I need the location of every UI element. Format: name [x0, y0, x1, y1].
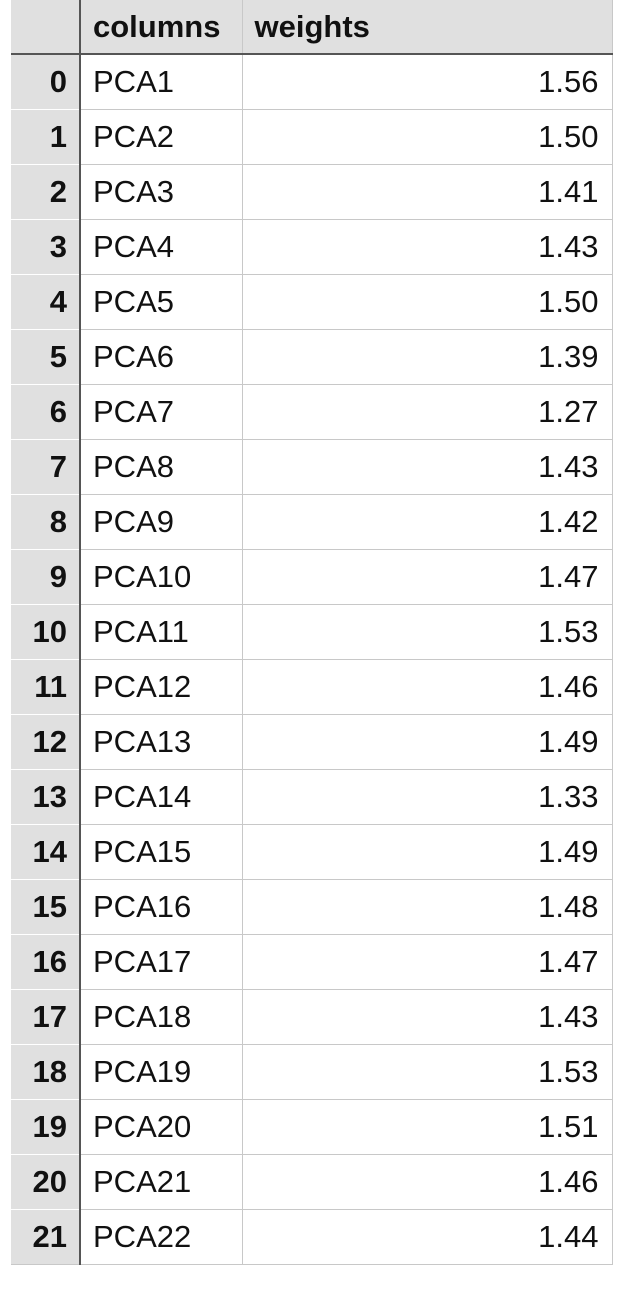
- table-row: 16 PCA17 1.47: [11, 934, 613, 990]
- row-index: 6: [11, 384, 81, 440]
- column-name-cell: PCA13: [80, 714, 243, 770]
- row-index: 13: [11, 769, 81, 825]
- row-index: 5: [11, 329, 81, 385]
- weight-cell: 1.53: [242, 1044, 613, 1100]
- table-row: 18 PCA19 1.53: [11, 1044, 613, 1100]
- table-row: 15 PCA16 1.48: [11, 879, 613, 935]
- table-row: 4 PCA5 1.50: [11, 274, 613, 330]
- column-name-cell: PCA22: [80, 1209, 243, 1265]
- table-row: 12 PCA13 1.49: [11, 714, 613, 770]
- row-index: 14: [11, 824, 81, 880]
- row-index: 19: [11, 1099, 81, 1155]
- column-name-cell: PCA7: [80, 384, 243, 440]
- table-row: 21 PCA22 1.44: [11, 1209, 613, 1265]
- row-index: 4: [11, 274, 81, 330]
- weight-cell: 1.49: [242, 714, 613, 770]
- weight-cell: 1.44: [242, 1209, 613, 1265]
- dataframe-table: columns weights 0 PCA1 1.56 1 PCA2 1.50 2 PCA…: [11, 0, 613, 1265]
- row-index: 3: [11, 219, 81, 275]
- weight-cell: 1.27: [242, 384, 613, 440]
- weight-cell: 1.53: [242, 604, 613, 660]
- column-name-cell: PCA6: [80, 329, 243, 385]
- table-row: 9 PCA10 1.47: [11, 549, 613, 605]
- row-index: 12: [11, 714, 81, 770]
- column-name-cell: PCA15: [80, 824, 243, 880]
- table-row: 0 PCA1 1.56: [11, 54, 613, 110]
- table-row: 19 PCA20 1.51: [11, 1099, 613, 1155]
- weight-cell: 1.39: [242, 329, 613, 385]
- row-index: 16: [11, 934, 81, 990]
- index-header: [11, 0, 81, 55]
- column-name-cell: PCA12: [80, 659, 243, 715]
- table-row: 6 PCA7 1.27: [11, 384, 613, 440]
- table-row: 3 PCA4 1.43: [11, 219, 613, 275]
- column-name-cell: PCA19: [80, 1044, 243, 1100]
- row-index: 7: [11, 439, 81, 495]
- weight-cell: 1.51: [242, 1099, 613, 1155]
- column-name-cell: PCA21: [80, 1154, 243, 1210]
- row-index: 2: [11, 164, 81, 220]
- column-name-cell: PCA10: [80, 549, 243, 605]
- row-index: 15: [11, 879, 81, 935]
- weight-cell: 1.42: [242, 494, 613, 550]
- table-row: 7 PCA8 1.43: [11, 439, 613, 495]
- weight-cell: 1.41: [242, 164, 613, 220]
- row-index: 8: [11, 494, 81, 550]
- weight-cell: 1.46: [242, 1154, 613, 1210]
- column-name-cell: PCA4: [80, 219, 243, 275]
- table-row: 17 PCA18 1.43: [11, 989, 613, 1045]
- table-row: 2 PCA3 1.41: [11, 164, 613, 220]
- weight-cell: 1.43: [242, 219, 613, 275]
- column-name-cell: PCA20: [80, 1099, 243, 1155]
- column-name-cell: PCA14: [80, 769, 243, 825]
- column-name-cell: PCA11: [80, 604, 243, 660]
- table-row: 11 PCA12 1.46: [11, 659, 613, 715]
- column-name-cell: PCA2: [80, 109, 243, 165]
- row-index: 0: [11, 54, 81, 110]
- column-name-cell: PCA5: [80, 274, 243, 330]
- weight-cell: 1.47: [242, 549, 613, 605]
- weight-cell: 1.48: [242, 879, 613, 935]
- table-row: 5 PCA6 1.39: [11, 329, 613, 385]
- row-index: 11: [11, 659, 81, 715]
- weight-cell: 1.49: [242, 824, 613, 880]
- column-name-cell: PCA16: [80, 879, 243, 935]
- header-row: columns weights: [11, 0, 613, 55]
- weight-cell: 1.50: [242, 109, 613, 165]
- weights-header: weights: [242, 0, 613, 55]
- column-name-cell: PCA18: [80, 989, 243, 1045]
- column-name-cell: PCA8: [80, 439, 243, 495]
- weight-cell: 1.56: [242, 54, 613, 110]
- table-row: 8 PCA9 1.42: [11, 494, 613, 550]
- row-index: 20: [11, 1154, 81, 1210]
- weight-cell: 1.43: [242, 989, 613, 1045]
- weight-cell: 1.47: [242, 934, 613, 990]
- table-row: 14 PCA15 1.49: [11, 824, 613, 880]
- column-name-cell: PCA1: [80, 54, 243, 110]
- weight-cell: 1.33: [242, 769, 613, 825]
- column-name-cell: PCA9: [80, 494, 243, 550]
- weight-cell: 1.43: [242, 439, 613, 495]
- row-index: 10: [11, 604, 81, 660]
- table-row: 13 PCA14 1.33: [11, 769, 613, 825]
- weight-cell: 1.50: [242, 274, 613, 330]
- row-index: 1: [11, 109, 81, 165]
- row-index: 17: [11, 989, 81, 1045]
- columns-header: columns: [80, 0, 243, 55]
- weight-cell: 1.46: [242, 659, 613, 715]
- dataframe-table-container: columns weights 0 PCA1 1.56 1 PCA2 1.50 2 PCA…: [11, 0, 613, 1265]
- table-row: 20 PCA21 1.46: [11, 1154, 613, 1210]
- table-body: 0 PCA1 1.56 1 PCA2 1.50 2 PCA3 1.41 3 PCA4 1.43 …: [11, 54, 613, 1265]
- row-index: 18: [11, 1044, 81, 1100]
- table-row: 1 PCA2 1.50: [11, 109, 613, 165]
- row-index: 21: [11, 1209, 81, 1265]
- column-name-cell: PCA3: [80, 164, 243, 220]
- table-row: 10 PCA11 1.53: [11, 604, 613, 660]
- row-index: 9: [11, 549, 81, 605]
- column-name-cell: PCA17: [80, 934, 243, 990]
- table-header: columns weights: [11, 0, 613, 55]
